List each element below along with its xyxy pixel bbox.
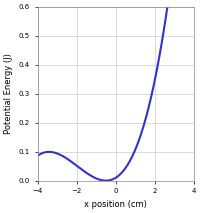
X-axis label: x position (cm): x position (cm) [84, 200, 147, 209]
Y-axis label: Potential Energy (J): Potential Energy (J) [4, 53, 13, 134]
